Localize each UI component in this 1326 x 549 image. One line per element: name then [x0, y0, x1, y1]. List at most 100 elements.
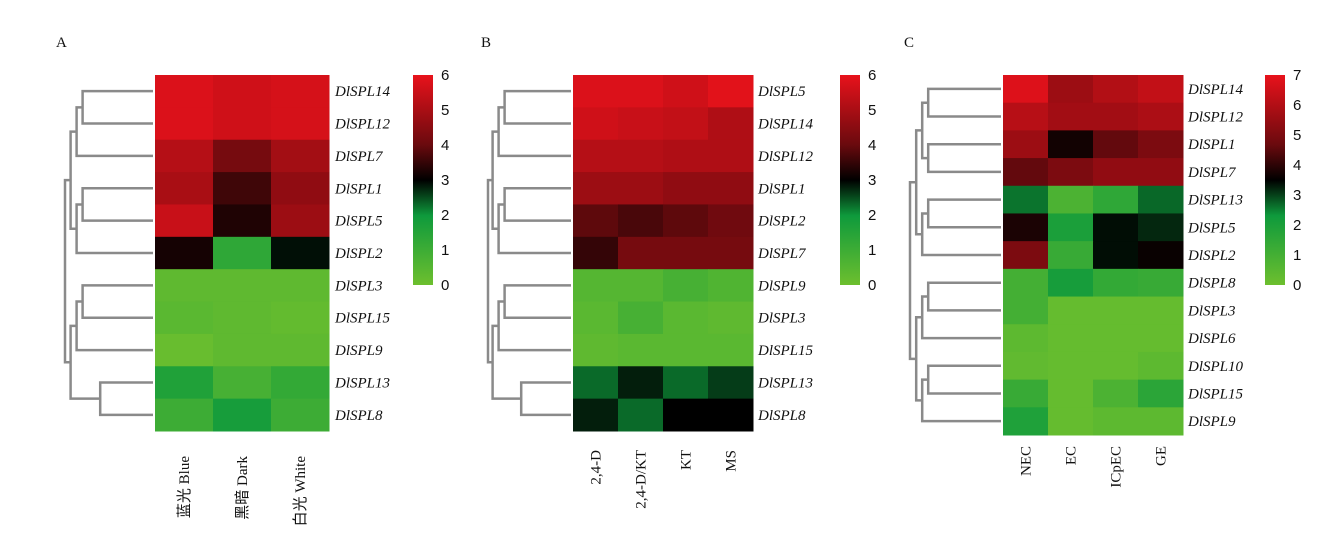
dendrogram-branch — [926, 87, 1001, 118]
gene-label: DlSPL15 — [1187, 386, 1244, 402]
heatmap-cell — [708, 236, 754, 270]
gene-label: DlSPL5 — [1187, 220, 1236, 236]
heatmap-cell — [1093, 296, 1139, 325]
colorbar — [413, 75, 433, 285]
heatmap-cell — [708, 366, 754, 400]
heatmap-cell — [618, 269, 664, 303]
heatmap-cell — [708, 269, 754, 303]
heatmap-cell — [1003, 351, 1049, 381]
heatmap-cell — [213, 172, 272, 205]
colorbar-tick-label: 5 — [868, 102, 876, 119]
heatmap-cell — [1003, 379, 1049, 408]
dendrogram-branch — [75, 106, 153, 158]
heatmap-cell — [1138, 296, 1184, 325]
heatmap-cell — [1138, 407, 1184, 436]
gene-label: DlSPL1 — [334, 181, 383, 197]
heatmap-cell — [155, 107, 214, 141]
heatmap-cell — [708, 301, 754, 335]
gene-label: DlSPL15 — [757, 343, 814, 359]
colorbar-tick-label: 3 — [1293, 187, 1301, 204]
heatmap-cell — [573, 236, 619, 270]
gene-label: DlSPL7 — [334, 149, 384, 165]
heatmap-cell — [155, 301, 214, 335]
heatmap-cell — [271, 398, 330, 432]
heatmap-cell — [1138, 185, 1184, 214]
dendrogram-branch — [81, 187, 153, 222]
heatmap-cell — [663, 204, 709, 238]
heatmap-cell — [1048, 407, 1094, 436]
heatmap-cell — [1048, 379, 1094, 408]
colorbar-tick-label: 2 — [441, 207, 449, 224]
gene-label: DlSPL10 — [1187, 359, 1244, 375]
heatmap-cell — [573, 204, 619, 238]
heatmap-cell — [271, 333, 330, 367]
heatmap-cell — [708, 333, 754, 367]
heatmap-cell — [271, 236, 330, 270]
heatmap-cell — [155, 366, 214, 400]
dendrogram-branch — [75, 300, 153, 352]
dendrogram — [63, 89, 153, 417]
dendrogram-branch — [497, 300, 571, 352]
colorbar-tick-label: 1 — [868, 242, 876, 259]
condition-label: MS — [724, 450, 740, 472]
heatmap-cell — [271, 269, 330, 303]
heatmap-cell — [708, 75, 754, 108]
heatmap-cell — [1093, 75, 1139, 104]
heatmap-cell — [271, 366, 330, 400]
gene-label: DlSPL6 — [1187, 331, 1236, 347]
gene-label: DlSPL14 — [1187, 82, 1244, 98]
heatmap-panels: ADlSPL14DlSPL12DlSPL7DlSPL1DlSPL5DlSPL2D… — [56, 35, 1301, 526]
heatmap-cell — [618, 398, 664, 432]
dendrogram-branch — [920, 212, 1001, 257]
colorbar-tick-label: 6 — [441, 67, 449, 84]
heatmap-cell — [663, 75, 709, 108]
heatmap-cell — [618, 236, 664, 270]
heatmap-cell — [155, 236, 214, 270]
gene-label: DlSPL13 — [1187, 193, 1243, 209]
heatmap-cell — [663, 236, 709, 270]
gene-label: DlSPL14 — [757, 117, 814, 133]
condition-label: NEC — [1019, 446, 1035, 476]
colorbar — [1265, 75, 1285, 285]
heatmap-cell — [213, 236, 272, 270]
heatmap-cell — [1048, 158, 1094, 187]
condition-label: 2,4-D — [589, 450, 605, 485]
heatmap-cell — [1093, 324, 1139, 353]
dendrogram-branch — [75, 203, 153, 255]
gene-label: DlSPL7 — [757, 246, 807, 262]
heatmap-cell — [213, 204, 272, 238]
heatmap-cell — [1138, 75, 1184, 104]
gene-label: DlSPL5 — [757, 84, 806, 100]
gene-label: DlSPL2 — [1187, 248, 1236, 264]
dendrogram-branch — [503, 284, 571, 319]
heatmap-cell — [1138, 213, 1184, 242]
heatmap-cell — [1003, 158, 1049, 187]
heatmap-cell — [155, 172, 214, 205]
heatmap-cell — [1093, 351, 1139, 381]
heatmap-cell — [155, 333, 214, 367]
heatmap-cell — [1048, 268, 1094, 298]
heatmap-cell — [1048, 351, 1094, 381]
heatmap-cell — [271, 301, 330, 335]
heatmap-cell — [618, 172, 664, 205]
heatmap-cell — [1048, 185, 1094, 214]
heatmap-cell — [708, 139, 754, 173]
heatmap-cell — [271, 75, 330, 108]
colorbar-tick-label: 1 — [1293, 247, 1301, 264]
dendrogram-branch — [98, 381, 153, 417]
gene-label: DlSPL13 — [757, 375, 813, 391]
heatmap-cell — [1003, 130, 1049, 159]
condition-label: 白光 White — [292, 456, 309, 527]
heatmap-cell — [573, 333, 619, 367]
gene-label: DlSPL5 — [334, 214, 383, 230]
heatmap-cell — [618, 366, 664, 400]
heatmap-cell — [1003, 296, 1049, 325]
heatmap-cell — [573, 139, 619, 173]
colorbar-tick-label: 0 — [441, 277, 449, 294]
condition-label: 黑暗 Dark — [234, 456, 251, 520]
heatmap-cell — [213, 107, 272, 141]
gene-label: DlSPL2 — [757, 214, 806, 230]
heatmap-cell — [573, 366, 619, 400]
heatmap-cell — [1003, 268, 1049, 298]
heatmap-cell — [1048, 130, 1094, 159]
